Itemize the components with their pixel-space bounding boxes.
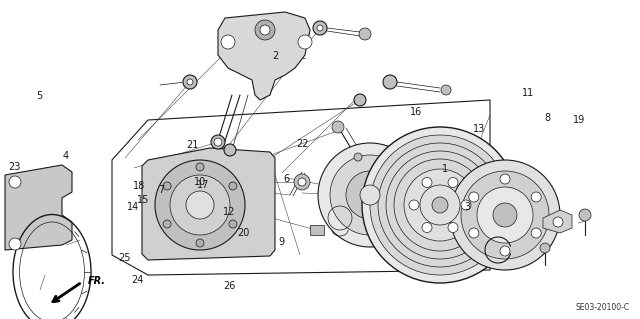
Circle shape: [448, 223, 458, 233]
Circle shape: [500, 174, 510, 184]
Text: 4: 4: [63, 151, 69, 161]
Circle shape: [163, 220, 171, 228]
Text: 23: 23: [8, 162, 20, 173]
Circle shape: [332, 121, 344, 133]
Circle shape: [383, 75, 397, 89]
Circle shape: [330, 155, 410, 235]
Circle shape: [448, 177, 458, 188]
Circle shape: [409, 200, 419, 210]
Circle shape: [155, 160, 245, 250]
Circle shape: [224, 144, 236, 156]
Circle shape: [553, 217, 563, 227]
Text: 20: 20: [237, 228, 250, 238]
Text: 3: 3: [464, 202, 470, 212]
Text: 1: 1: [442, 164, 448, 174]
Text: 13: 13: [472, 124, 485, 134]
Circle shape: [354, 94, 366, 106]
Circle shape: [183, 75, 197, 89]
Circle shape: [229, 220, 237, 228]
Circle shape: [359, 28, 371, 40]
Circle shape: [221, 35, 235, 49]
Circle shape: [422, 177, 432, 188]
Text: 15: 15: [137, 195, 150, 205]
Text: SE03-20100-C: SE03-20100-C: [576, 303, 630, 312]
Circle shape: [196, 163, 204, 171]
Circle shape: [450, 160, 560, 270]
Circle shape: [360, 185, 380, 205]
Circle shape: [500, 246, 510, 256]
Circle shape: [163, 182, 171, 190]
Text: 16: 16: [410, 107, 422, 117]
Circle shape: [298, 178, 306, 186]
Text: 8: 8: [544, 113, 550, 123]
Circle shape: [186, 191, 214, 219]
Circle shape: [362, 127, 518, 283]
Circle shape: [196, 239, 204, 247]
Text: 11: 11: [522, 87, 534, 98]
Circle shape: [298, 35, 312, 49]
Circle shape: [531, 228, 541, 238]
Circle shape: [214, 138, 222, 146]
Circle shape: [211, 135, 225, 149]
Circle shape: [346, 171, 394, 219]
Circle shape: [294, 174, 310, 190]
Circle shape: [9, 176, 21, 188]
Circle shape: [260, 25, 270, 35]
Circle shape: [370, 135, 510, 275]
Circle shape: [441, 85, 451, 95]
Circle shape: [318, 143, 422, 247]
Circle shape: [404, 169, 476, 241]
Text: 26: 26: [223, 280, 236, 291]
Circle shape: [420, 185, 460, 225]
Circle shape: [461, 171, 549, 259]
Text: 6: 6: [284, 174, 290, 184]
Circle shape: [422, 223, 432, 233]
Text: FR.: FR.: [88, 276, 106, 286]
Text: 10: 10: [193, 177, 206, 187]
Circle shape: [317, 25, 323, 31]
Text: 22: 22: [296, 138, 308, 149]
Circle shape: [531, 192, 541, 202]
Polygon shape: [142, 148, 275, 260]
Text: 12: 12: [223, 207, 236, 217]
Text: 7: 7: [158, 185, 164, 195]
Circle shape: [469, 228, 479, 238]
Text: 18: 18: [133, 181, 146, 191]
Circle shape: [170, 175, 230, 235]
Text: 21: 21: [186, 140, 198, 150]
Circle shape: [432, 197, 448, 213]
Circle shape: [540, 243, 550, 253]
Text: 25: 25: [118, 253, 131, 263]
Circle shape: [477, 187, 533, 243]
Circle shape: [579, 209, 591, 221]
Circle shape: [187, 79, 193, 85]
Polygon shape: [5, 165, 72, 250]
Text: 9: 9: [278, 237, 285, 248]
Polygon shape: [543, 210, 572, 233]
Circle shape: [313, 21, 327, 35]
Text: 14: 14: [127, 202, 140, 212]
Circle shape: [9, 238, 21, 250]
Text: 17: 17: [197, 180, 210, 190]
FancyBboxPatch shape: [310, 225, 324, 235]
Circle shape: [469, 192, 479, 202]
Polygon shape: [218, 12, 310, 100]
Text: 24: 24: [131, 275, 144, 285]
Circle shape: [493, 203, 517, 227]
Circle shape: [461, 200, 471, 210]
Circle shape: [255, 20, 275, 40]
Circle shape: [354, 153, 362, 161]
Text: 19: 19: [573, 115, 586, 125]
Text: 2: 2: [272, 51, 278, 61]
Text: 5: 5: [36, 91, 43, 101]
Circle shape: [229, 182, 237, 190]
